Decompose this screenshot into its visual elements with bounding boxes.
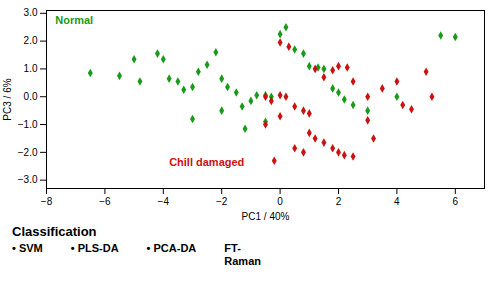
svg-text:2: 2 bbox=[336, 196, 342, 207]
svg-text:−2: −2 bbox=[216, 196, 228, 207]
svg-text:0.0: 0.0 bbox=[24, 91, 38, 102]
svg-text:−8: −8 bbox=[41, 196, 53, 207]
html-text:FT- Raman: FT- Raman bbox=[224, 242, 261, 268]
svg-text:−3.0: −3.0 bbox=[18, 174, 38, 185]
svg-text:4: 4 bbox=[394, 196, 400, 207]
svg-text:−1.0: −1.0 bbox=[18, 119, 38, 130]
html-text:• PLS-DA: • PLS-DA bbox=[70, 242, 119, 254]
svg-text:Chill damaged: Chill damaged bbox=[169, 156, 244, 168]
svg-text:3.0: 3.0 bbox=[24, 7, 38, 18]
html-text:• PCA-DA: • PCA-DA bbox=[146, 242, 197, 254]
svg-text:−4: −4 bbox=[158, 196, 170, 207]
svg-text:PC3 / 6%: PC3 / 6% bbox=[2, 78, 13, 120]
html-text:• SVM: • SVM bbox=[12, 242, 43, 254]
svg-text:−6: −6 bbox=[99, 196, 111, 207]
html-text:Classification: Classification bbox=[12, 224, 97, 239]
svg-text:0: 0 bbox=[277, 196, 283, 207]
svg-text:−2.0: −2.0 bbox=[18, 147, 38, 158]
svg-text:1.0: 1.0 bbox=[24, 63, 38, 74]
svg-text:6: 6 bbox=[453, 196, 459, 207]
svg-text:PC1 / 40%: PC1 / 40% bbox=[242, 211, 290, 222]
svg-text:2.0: 2.0 bbox=[24, 35, 38, 46]
svg-text:Normal: Normal bbox=[55, 14, 93, 26]
